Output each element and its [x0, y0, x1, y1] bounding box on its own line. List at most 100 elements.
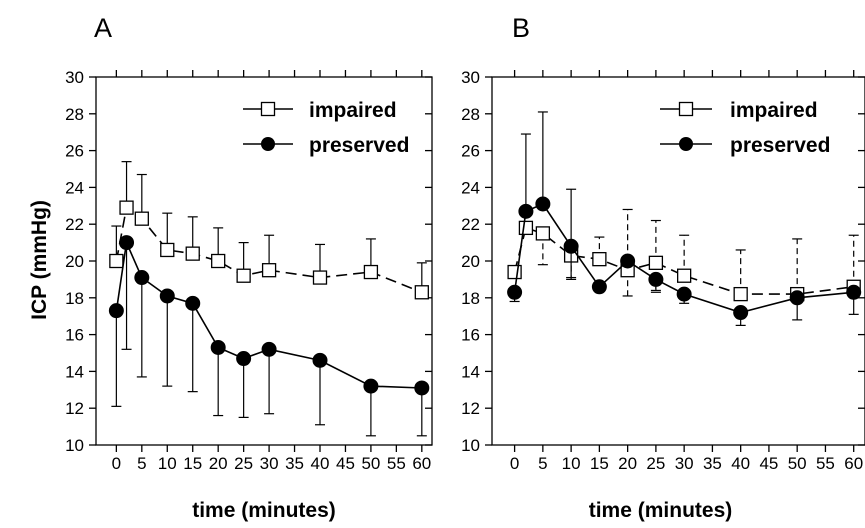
- data-point: [591, 279, 607, 295]
- legend-label: preserved: [309, 134, 409, 157]
- x-tick-label: 45: [336, 454, 355, 473]
- data-point: [789, 290, 805, 306]
- panel-letter: B: [512, 13, 530, 43]
- data-point: [261, 341, 277, 357]
- data-point: [363, 264, 379, 280]
- data-point: [507, 264, 522, 280]
- data-point: [185, 295, 201, 311]
- y-tick-label: 14: [461, 362, 480, 381]
- data-point: [210, 339, 226, 355]
- data-point: [676, 286, 692, 302]
- legend-label: impaired: [730, 99, 818, 122]
- x-tick-label: 60: [844, 454, 863, 473]
- x-tick-label: 10: [158, 454, 177, 473]
- data-point: [109, 253, 124, 269]
- data-point: [185, 246, 200, 261]
- y-tick-label: 10: [461, 436, 480, 455]
- data-point: [535, 226, 551, 241]
- data-point: [312, 352, 328, 368]
- y-tick-label: 26: [461, 142, 480, 161]
- data-point: [261, 263, 277, 278]
- data-point: [211, 253, 226, 269]
- legend-marker: [678, 101, 694, 117]
- data-point: [119, 235, 135, 251]
- x-tick-label: 15: [183, 454, 202, 473]
- y-tick-label: 18: [461, 289, 480, 308]
- data-point: [414, 380, 430, 396]
- data-point: [733, 286, 748, 302]
- series-preserved: [108, 235, 430, 437]
- y-tick-label: 12: [65, 399, 84, 418]
- data-point: [677, 268, 692, 283]
- x-tick-label: 45: [759, 454, 778, 473]
- series-preserved: [507, 111, 862, 326]
- x-tick-label: 0: [112, 454, 121, 473]
- data-point: [414, 285, 429, 300]
- data-point: [159, 288, 175, 304]
- panel-a: A 10 12 14 16 18 20 22 24 26 28 30 0 5 10 15 20 25 30 35 40 4…: [65, 13, 433, 522]
- y-tick-label: 22: [65, 215, 84, 234]
- x-tick-label: 35: [703, 454, 722, 473]
- x-tick-label: 15: [590, 454, 609, 473]
- y-tick-label: 26: [65, 142, 84, 161]
- x-tick-label: 50: [361, 454, 380, 473]
- series-line: [115, 206, 423, 294]
- x-tick-label: 20: [209, 454, 228, 473]
- legend-label: impaired: [309, 99, 397, 122]
- plot-frame: [95, 76, 433, 446]
- y-tick-label: 22: [461, 215, 480, 234]
- legend-label: preserved: [730, 134, 830, 157]
- data-point: [312, 270, 328, 285]
- y-tick-label: 24: [461, 178, 480, 197]
- data-point: [648, 255, 664, 270]
- plot-frame: [491, 76, 865, 446]
- data-point: [620, 253, 636, 269]
- panel-b: B 10 12 14 16 18 20 22 24 26 28 30 0 5 10 15 20 25 30 35 40 4…: [461, 13, 865, 522]
- data-point: [236, 268, 251, 283]
- legend-marker: [679, 137, 693, 151]
- data-point: [134, 211, 149, 226]
- x-tick-label: 30: [675, 454, 694, 473]
- y-tick-label: 16: [461, 326, 480, 345]
- data-point: [563, 238, 579, 254]
- y-tick-label: 28: [65, 105, 84, 124]
- x-tick-label: 40: [731, 454, 750, 473]
- y-tick-label: 16: [65, 326, 84, 345]
- y-tick-label: 30: [461, 68, 480, 87]
- x-tick-label: 5: [137, 454, 146, 473]
- x-tick-label: 25: [234, 454, 253, 473]
- x-tick-label: 30: [260, 454, 279, 473]
- x-axis-title: time (minutes): [192, 499, 336, 522]
- y-tick-label: 10: [65, 436, 84, 455]
- data-point: [846, 284, 862, 300]
- data-point: [108, 303, 124, 319]
- data-point: [119, 200, 134, 215]
- y-tick-label: 20: [65, 252, 84, 271]
- data-point: [363, 378, 379, 394]
- x-tick-label: 5: [538, 454, 547, 473]
- data-point: [518, 220, 534, 236]
- legend-marker: [260, 101, 276, 117]
- y-tick-label: 30: [65, 68, 84, 87]
- data-point: [236, 351, 252, 367]
- data-point: [592, 252, 607, 267]
- y-axis-title: ICP (mmHg): [28, 200, 51, 320]
- legend-marker: [261, 137, 275, 151]
- data-point: [518, 203, 534, 219]
- legend: impaired preserved: [243, 99, 409, 157]
- data-point: [160, 242, 175, 258]
- x-tick-label: 55: [387, 454, 406, 473]
- y-tick-label: 12: [461, 399, 480, 418]
- x-axis-title: time (minutes): [589, 499, 733, 522]
- y-tick-label: 14: [65, 362, 84, 381]
- data-point: [535, 196, 551, 212]
- x-tick-label: 50: [788, 454, 807, 473]
- x-tick-label: 25: [646, 454, 665, 473]
- y-tick-label: 28: [461, 105, 480, 124]
- data-point: [507, 284, 523, 300]
- x-tick-label: 60: [412, 454, 431, 473]
- x-tick-label: 0: [510, 454, 519, 473]
- panel-letter: A: [94, 13, 112, 43]
